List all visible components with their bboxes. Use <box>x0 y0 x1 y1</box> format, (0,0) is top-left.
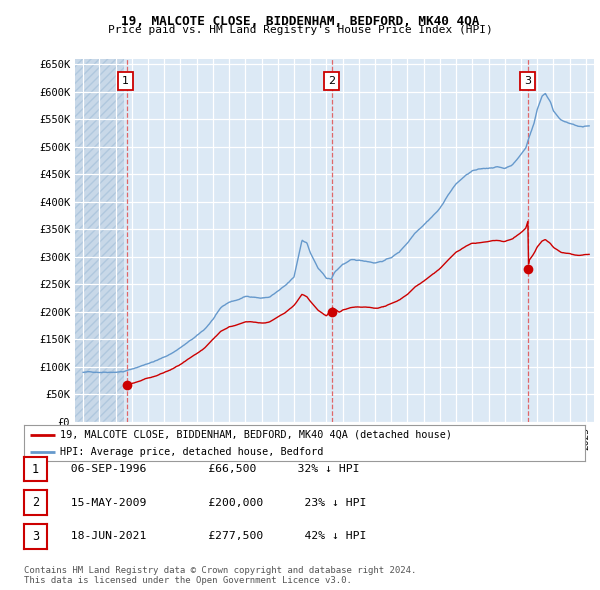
Text: 1: 1 <box>122 76 129 86</box>
Text: 15-MAY-2009         £200,000      23% ↓ HPI: 15-MAY-2009 £200,000 23% ↓ HPI <box>57 498 367 507</box>
Text: 1: 1 <box>32 463 39 476</box>
Text: 18-JUN-2021         £277,500      42% ↓ HPI: 18-JUN-2021 £277,500 42% ↓ HPI <box>57 532 367 541</box>
Text: Contains HM Land Registry data © Crown copyright and database right 2024.
This d: Contains HM Land Registry data © Crown c… <box>24 566 416 585</box>
Text: 3: 3 <box>32 530 39 543</box>
Text: 3: 3 <box>524 76 531 86</box>
Text: 19, MALCOTE CLOSE, BIDDENHAM, BEDFORD, MK40 4QA: 19, MALCOTE CLOSE, BIDDENHAM, BEDFORD, M… <box>121 15 479 28</box>
Text: 2: 2 <box>328 76 335 86</box>
Text: 06-SEP-1996         £66,500      32% ↓ HPI: 06-SEP-1996 £66,500 32% ↓ HPI <box>57 464 359 474</box>
Text: 2: 2 <box>32 496 39 509</box>
Text: 19, MALCOTE CLOSE, BIDDENHAM, BEDFORD, MK40 4QA (detached house): 19, MALCOTE CLOSE, BIDDENHAM, BEDFORD, M… <box>61 430 452 440</box>
Bar <box>75 59 124 422</box>
Text: HPI: Average price, detached house, Bedford: HPI: Average price, detached house, Bedf… <box>61 447 324 457</box>
Text: Price paid vs. HM Land Registry's House Price Index (HPI): Price paid vs. HM Land Registry's House … <box>107 25 493 35</box>
